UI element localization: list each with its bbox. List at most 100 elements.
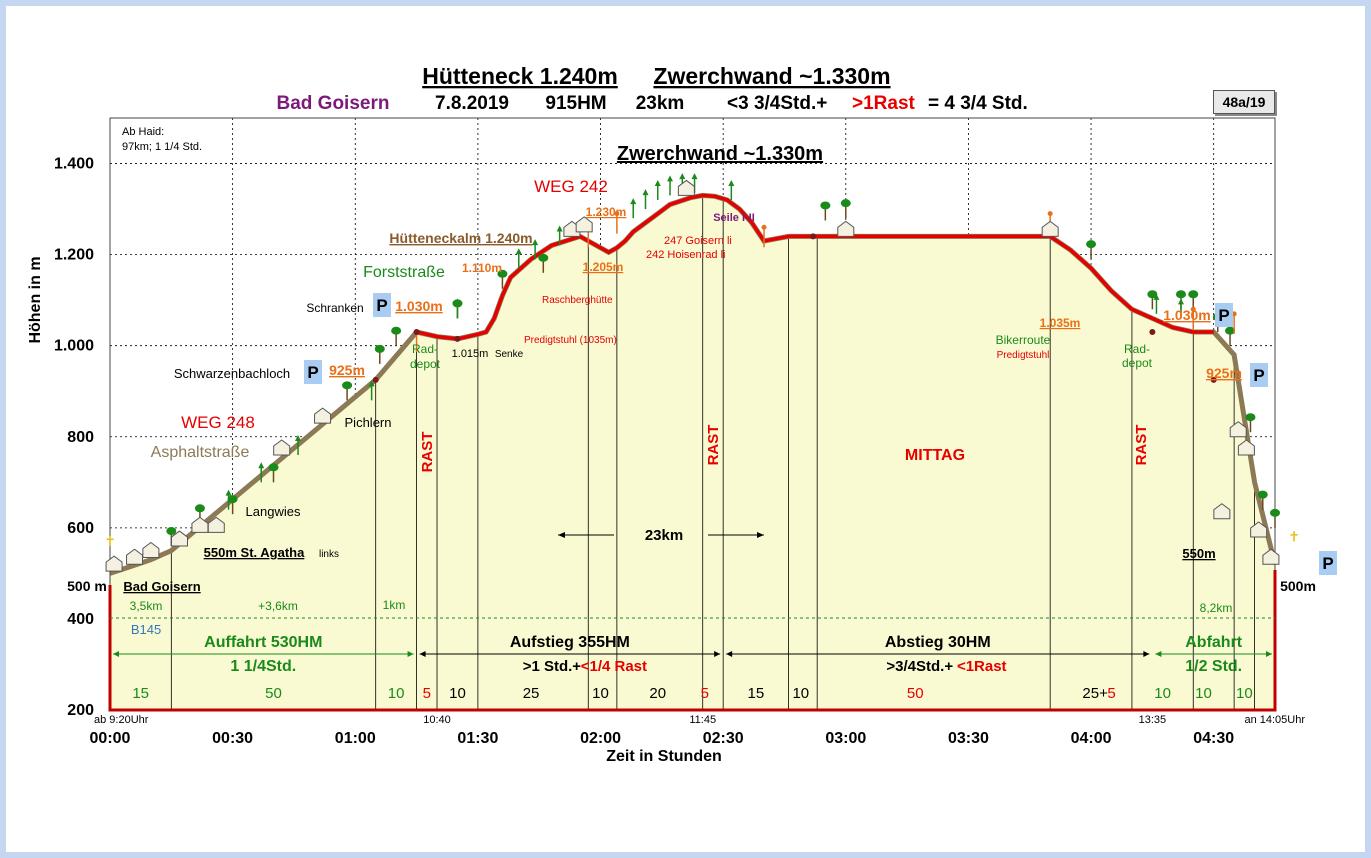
title-rast: >1Rast: [852, 93, 916, 114]
house-icon: [105, 555, 123, 572]
elevation-marker-dot: [1190, 306, 1196, 312]
y-axis-title: Höhen in m: [27, 256, 44, 343]
clock-time-label: ab 9:20Uhr: [94, 714, 149, 726]
elevation-marker-dot: [1047, 211, 1053, 217]
phase-label: Auffahrt 530HM: [204, 634, 322, 651]
tree-icon: [1175, 290, 1186, 299]
elev-1110: 1.110m: [462, 261, 502, 275]
segment-minutes-label: 10: [388, 685, 405, 702]
phase-arrowhead: [714, 651, 721, 657]
tree-icon: [194, 504, 205, 513]
y-tick-label: 600: [67, 520, 94, 537]
title-start: Bad Goisern: [277, 93, 390, 114]
tree-icon: [538, 253, 549, 262]
clock-time-label: 10:40: [423, 714, 451, 726]
house-icon: [575, 216, 593, 233]
tree-icon: [374, 344, 385, 353]
b145-label: B145: [131, 622, 161, 637]
profile-line-route: [416, 193, 1214, 341]
y-tick-label: 800: [67, 429, 94, 446]
title-km: 23km: [636, 93, 685, 114]
tree-icon: [268, 463, 279, 472]
phase-arrowhead: [113, 651, 119, 657]
parking-icon: P: [376, 296, 387, 315]
segment-minutes: 15 50 10 5 10 25 10 20 5 15 10 50 25+ 5 10 10 10: [132, 685, 1252, 702]
tree-icon: [391, 326, 402, 335]
church-icon: ✝: [104, 533, 116, 549]
phase-rest: <1Rast: [957, 658, 1007, 675]
tree-icon: [840, 199, 851, 208]
senke-label: Senke: [495, 349, 524, 360]
phase-duration: >1 Std.+: [523, 658, 582, 675]
y-tick-label: 1.200: [54, 247, 94, 264]
elev-1230: 1.230m: [586, 205, 627, 219]
segment-lines: [170, 195, 1255, 710]
seile-label: Seile I-II: [713, 212, 755, 224]
segment-minutes-label: 5: [423, 685, 431, 702]
tree-icon: [1188, 290, 1199, 299]
phase-arrowhead: [1266, 651, 1272, 657]
y-tick-label: 1.400: [54, 156, 94, 173]
hoisenrad-li-label: 242 Hoisenrad li: [646, 249, 726, 261]
segment-minutes-label: 10: [592, 685, 609, 702]
elev-1205: 1.205m: [583, 260, 624, 274]
segment-minutes-label: 5: [701, 685, 709, 702]
elev-1030-left: 1.030m: [395, 298, 442, 314]
house-icon: [207, 516, 225, 533]
waypoint-dot: [413, 329, 420, 336]
title-total: = 4 3/4 Std.: [928, 93, 1028, 114]
tree-icon: [227, 495, 238, 504]
x-tick-label: 00:00: [90, 730, 131, 747]
house-icon: [142, 541, 160, 558]
phase-rest: <1/4 Rast: [581, 658, 647, 675]
tree-icon: [1270, 508, 1280, 517]
climb-arrowhead: [654, 179, 661, 186]
elevation-marker-dot: [614, 211, 620, 217]
title-time: <3 3/4Std.+: [727, 93, 827, 114]
segment-minutes-label: 50: [265, 685, 282, 702]
elevation-marker-dot: [761, 224, 767, 230]
house-icon: [1262, 548, 1280, 565]
schwarzenbachloch-label: Schwarzenbachloch: [174, 366, 290, 381]
x-tick-label: 01:00: [335, 730, 376, 747]
raddepot-1b: depot: [410, 357, 441, 371]
corner-note-1: Ab Haid:: [122, 126, 164, 138]
rast-label-2: RAST: [705, 425, 722, 466]
tree-icon: [166, 527, 177, 536]
climb-arrowhead: [532, 239, 539, 246]
waypoint-dot: [1149, 329, 1156, 336]
waypoint-dot: [1210, 376, 1217, 383]
huetteneckalm-label: Hütteneckalm 1.240m: [389, 230, 532, 246]
dist-36: +3,6km: [258, 599, 298, 613]
segment-minutes-label: 10: [449, 685, 466, 702]
segment-minutes-label: 25+: [1082, 685, 1108, 702]
phase-arrowhead: [419, 651, 426, 657]
waypoint-dot: [454, 335, 461, 342]
segment-minutes-label: 5: [1107, 685, 1115, 702]
elev-550-right: 550m: [1182, 546, 1215, 561]
rast-label-1: RAST: [419, 432, 436, 473]
tree-icon: [1257, 490, 1268, 499]
tree-icon: [1225, 326, 1236, 335]
langwies-label: Langwies: [246, 504, 301, 519]
house-icon: [1041, 220, 1059, 237]
corner-note-2: 97km; 1 1/4 Std.: [122, 141, 202, 153]
clock-time-label: 11:45: [689, 714, 716, 726]
dist-1: 1km: [383, 598, 406, 612]
y-tick-label: 1.000: [54, 338, 94, 355]
parking-signs: P P P P P: [304, 293, 1337, 575]
climb-arrowhead: [691, 173, 698, 180]
y-tick-label: 200: [67, 702, 94, 719]
x-tick-label: 04:00: [1071, 730, 1112, 747]
house-icon: [273, 439, 291, 456]
phase-duration: 1 1/4Std.: [230, 658, 296, 675]
raddepot-2a: Rad-: [1124, 342, 1150, 356]
title-peak-1: Hütteneck 1.240m: [422, 63, 618, 89]
waypoint-dot: [372, 376, 379, 383]
climb-arrowhead: [679, 173, 686, 180]
tree-icon: [1086, 240, 1097, 249]
parking-icon: P: [1218, 306, 1229, 325]
climb-arrowhead: [728, 179, 735, 186]
peak-label: Zwerchwand ~1.330m: [617, 143, 823, 165]
